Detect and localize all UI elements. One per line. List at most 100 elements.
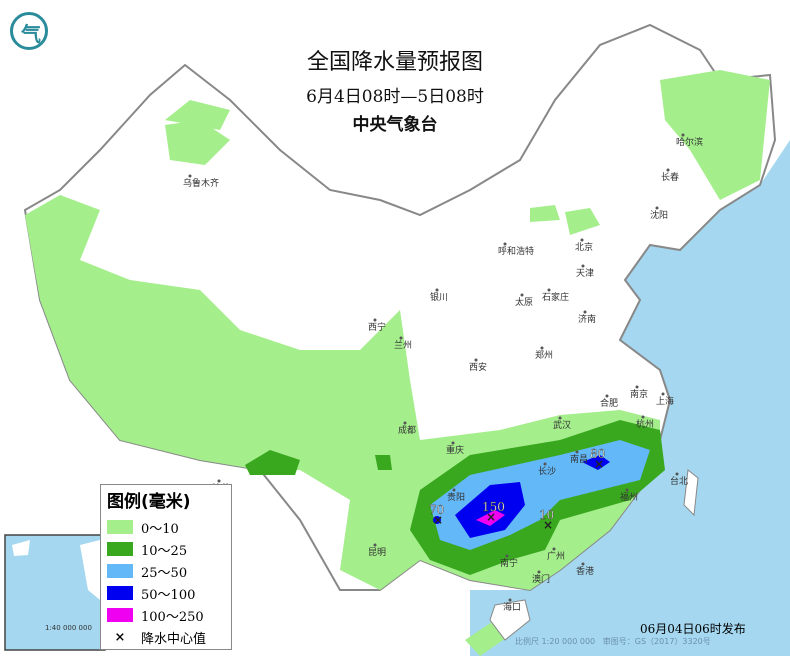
city-label: 沈阳: [650, 209, 668, 221]
rain-center-value: 70: [429, 503, 444, 517]
legend-item-center: × 降水中心值: [107, 626, 231, 648]
city-label: 南京: [630, 388, 648, 400]
rain-center-value: 10: [539, 508, 554, 522]
city-label: 武汉: [553, 419, 571, 431]
legend-swatch: [107, 608, 133, 622]
legend-item: 25～50: [107, 560, 231, 582]
legend-item: 100～250: [107, 604, 231, 626]
city-dot: [217, 479, 221, 483]
city-dot: [552, 547, 556, 551]
city-dot: [540, 346, 544, 350]
city-dot: [505, 554, 509, 558]
city-label: 石家庄: [542, 291, 569, 303]
city-label: 长春: [661, 171, 679, 183]
city-label: 北京: [575, 241, 593, 253]
city-dot: [373, 318, 377, 322]
legend-label: 100～250: [141, 609, 204, 625]
city-label: 南宁: [500, 557, 518, 569]
city-label: 杭州: [636, 418, 654, 430]
hainan: [489, 599, 531, 641]
city-label: 广州: [547, 550, 565, 562]
rain-center-marker: ×: [433, 513, 443, 527]
city-label: 西安: [469, 361, 487, 373]
published-time: 06月04日06时发布: [640, 622, 746, 636]
city-label: 重庆: [446, 444, 464, 456]
city-label: 台北: [670, 475, 688, 487]
forecast-period: 6月4日08时—5日08时: [306, 87, 484, 107]
city-label: 福州: [620, 491, 638, 503]
rain-center-marker: ×: [543, 518, 553, 532]
city-label: 上海: [656, 395, 674, 407]
rain-50-100: [433, 455, 610, 538]
city-dot: [661, 392, 665, 396]
city-dot: [635, 385, 639, 389]
city-label: 哈尔滨: [676, 136, 703, 148]
legend: 图例(毫米) 0～10 10～25 25～50 50～100 100～250 × 降水中…: [100, 484, 232, 650]
city-label: 贵阳: [447, 491, 465, 503]
city-dot: [675, 472, 679, 476]
city-label: 昆明: [368, 547, 386, 558]
city-dot: [451, 441, 455, 445]
legend-item: 50～100: [107, 582, 231, 604]
rain-centers: ×70 ×150×10×80: [429, 447, 606, 532]
legend-label: 50～100: [141, 587, 196, 603]
city-dot: [605, 394, 609, 398]
legend-swatch: [107, 586, 133, 600]
rain-100-250: [476, 510, 505, 526]
map-title: 全国降水量预报图: [306, 50, 483, 75]
city-label: 海口: [503, 601, 521, 613]
city-dot: [452, 488, 456, 492]
legend-title: 图例(毫米): [107, 492, 191, 512]
city-label: 澳门: [532, 573, 550, 585]
city-dot: [474, 358, 478, 362]
legend-swatch: [107, 542, 133, 556]
city-label: 南昌: [570, 453, 588, 465]
inset-scale: 1:40 000 000: [45, 624, 92, 632]
city-dot: [558, 416, 562, 420]
city-label: 兰州: [394, 339, 412, 351]
city-label: 天津: [576, 268, 594, 279]
legend-swatch: [107, 564, 133, 578]
city-label: 长沙: [538, 465, 556, 477]
issuer: 中央气象台: [352, 115, 438, 135]
city-dot: [580, 238, 584, 242]
city-label: 太原: [515, 296, 533, 308]
legend-label: 10～25: [141, 543, 188, 559]
scale-label: 比例尺 1:20 000 000: [515, 637, 596, 646]
city-dot: [543, 462, 547, 466]
city-dot: [508, 598, 512, 602]
city-dot: [641, 415, 645, 419]
city-dot: [583, 310, 587, 314]
city-dot: [435, 288, 439, 292]
city-dot: [666, 168, 670, 172]
rain-center-marker: ×: [594, 457, 604, 471]
city-label: 银川: [430, 291, 448, 303]
taiwan: [683, 469, 699, 517]
city-dot: [399, 336, 403, 340]
city-label: 呼和浩特: [498, 245, 534, 257]
city-dot: [403, 421, 407, 425]
legend-label: 降水中心值: [141, 631, 207, 647]
city-dot: [547, 288, 551, 292]
south-sea-inset: 1:40 000 000: [4, 534, 106, 651]
cross-icon: ×: [114, 629, 126, 645]
legend-swatch: [107, 520, 133, 534]
city-label: 香港: [576, 565, 594, 577]
city-label: 合肥: [600, 397, 618, 409]
city-dot: [681, 133, 685, 137]
city-dot: [537, 570, 541, 574]
legend-item: 0～10: [107, 516, 231, 538]
city-label: 济南: [578, 313, 596, 325]
city-dot: [373, 543, 377, 547]
cma-logo-icon: 气: [10, 12, 48, 50]
city-dot: [520, 293, 524, 297]
legend-item: 10～25: [107, 538, 231, 560]
rain-center-marker: ×: [486, 510, 496, 524]
city-dot: [188, 174, 192, 178]
scale-info: 比例尺 1:20 000 000 审图号：GS（2017）3320号: [515, 636, 711, 647]
rain-center-value: 150: [482, 500, 505, 514]
city-label: 成都: [398, 424, 416, 436]
city-label: 乌鲁木齐: [183, 177, 219, 189]
city-dot: [503, 242, 507, 246]
city-label: 西宁: [368, 321, 386, 333]
